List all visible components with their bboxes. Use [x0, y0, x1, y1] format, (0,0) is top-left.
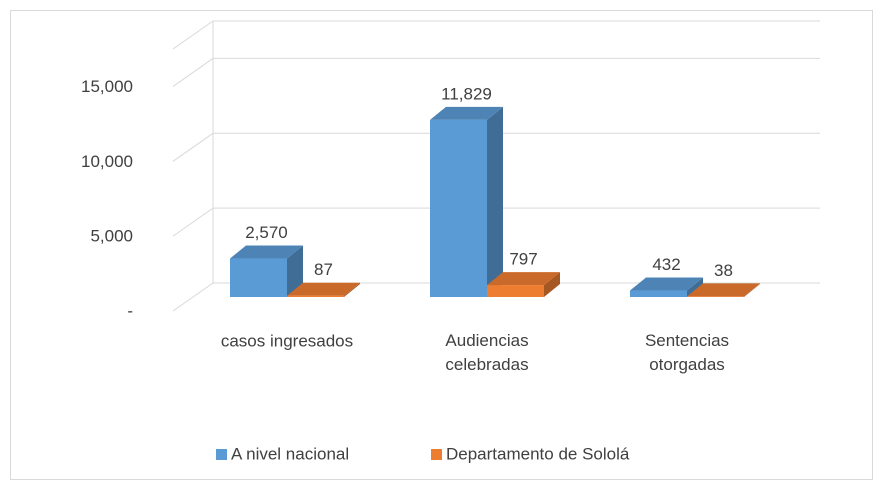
bar-side: [344, 282, 360, 297]
y-tick-label: 10,000: [81, 152, 133, 171]
bar: [630, 277, 703, 297]
bar-front: [430, 119, 487, 297]
bar: [487, 272, 560, 297]
data-label: 38: [714, 261, 733, 280]
bar-front: [687, 296, 744, 297]
bar-front: [287, 295, 344, 297]
legend-swatch: [216, 449, 227, 460]
bar-front: [487, 285, 544, 297]
grid-line: [172, 207, 214, 237]
grid-line: [172, 132, 214, 162]
bar-top: [687, 283, 760, 297]
y-tick-label: -: [127, 301, 133, 320]
bar-side: [744, 283, 760, 297]
data-label: 797: [509, 250, 537, 269]
bar-side: [544, 272, 560, 297]
grid-line: [172, 20, 214, 50]
y-tick-label: 5,000: [90, 227, 133, 246]
bar-side: [287, 245, 303, 297]
bar-side: [487, 106, 503, 297]
bar-top: [287, 282, 360, 296]
bar-top: [630, 277, 703, 291]
bar: [430, 106, 503, 297]
bar-side: [687, 277, 703, 297]
legend-label: Departamento de Sololá: [446, 444, 630, 463]
grid-line: [172, 58, 214, 87]
bar-front: [230, 258, 287, 297]
bar: [230, 245, 303, 297]
data-label: 432: [652, 255, 680, 274]
x-tick-label: Audiencias celebradas: [445, 331, 528, 374]
x-tick-label: Sentencias otorgadas: [645, 331, 729, 374]
legend-label: A nivel nacional: [231, 444, 349, 463]
bar: [287, 282, 360, 297]
legend-swatch: [431, 449, 442, 460]
bar: [687, 283, 760, 297]
data-label: 2,570: [245, 223, 288, 242]
grid-line: [172, 282, 214, 312]
data-label: 11,829: [441, 84, 492, 103]
bar-top: [230, 245, 303, 259]
bar-top: [430, 106, 503, 120]
bar-top: [487, 272, 560, 286]
bar-front: [630, 290, 687, 297]
y-tick-label: 15,000: [81, 77, 133, 96]
data-label: 87: [314, 260, 333, 279]
x-tick-label: casos ingresados: [221, 331, 353, 350]
